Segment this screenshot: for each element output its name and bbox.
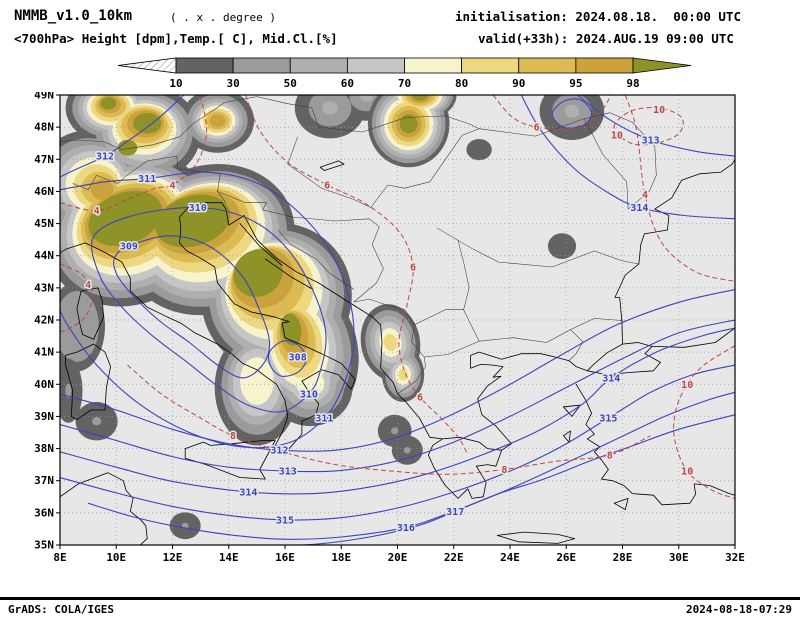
svg-text:10E: 10E	[106, 551, 126, 564]
svg-text:314: 314	[602, 373, 620, 384]
svg-text:50: 50	[284, 77, 297, 90]
svg-text:37N: 37N	[34, 474, 54, 487]
svg-text:10: 10	[681, 467, 693, 478]
svg-text:310: 310	[189, 203, 207, 214]
svg-text:6: 6	[410, 263, 416, 274]
svg-text:6: 6	[417, 393, 423, 404]
model-title: NMMB_v1.0_10km	[14, 8, 133, 24]
contour-labels: 312 311 311 310 310 309 308 312 313 314 314 315 315 3…	[84, 104, 695, 536]
svg-text:14E: 14E	[219, 551, 239, 564]
svg-text:43N: 43N	[34, 281, 54, 294]
svg-text:8: 8	[230, 431, 236, 442]
svg-text:24E: 24E	[500, 551, 520, 564]
svg-text:40N: 40N	[34, 378, 54, 391]
svg-text:30: 30	[227, 77, 240, 90]
svg-text:10: 10	[681, 380, 693, 391]
valid-time: valid(+33h): 2024.AUG.19 09:00 UTC	[478, 31, 734, 46]
grid-lines	[60, 95, 735, 545]
svg-text:310: 310	[300, 389, 318, 400]
footer-divider	[0, 597, 800, 600]
svg-text:315: 315	[276, 515, 294, 526]
weather-map: 312 311 311 310 310 309 308 312 313 314 314 315 315 3…	[34, 92, 745, 564]
svg-text:314: 314	[630, 203, 648, 214]
svg-text:10: 10	[611, 131, 623, 142]
svg-text:90: 90	[512, 77, 525, 90]
lon-axis-labels: 8E 10E 12E 14E 16E 18E 20E 22E 24E 26E 28E 30E 32E	[53, 545, 745, 564]
svg-text:8: 8	[501, 465, 507, 476]
svg-text:46N: 46N	[34, 185, 54, 198]
grid-resolution-note: ( . x . degree )	[170, 11, 276, 24]
svg-text:22E: 22E	[444, 551, 464, 564]
cloud-shading	[60, 95, 605, 540]
svg-text:45N: 45N	[34, 217, 54, 230]
svg-text:35N: 35N	[34, 539, 54, 552]
svg-text:38N: 38N	[34, 442, 54, 455]
svg-text:42N: 42N	[34, 314, 54, 327]
svg-text:18E: 18E	[331, 551, 351, 564]
svg-text:4: 4	[94, 206, 100, 217]
svg-text:315: 315	[599, 414, 617, 425]
svg-text:26E: 26E	[556, 551, 576, 564]
field-description: <700hPa> Height [dpm],Temp.[ C], Mid.Cl.…	[14, 31, 338, 46]
svg-text:95: 95	[569, 77, 582, 90]
creation-timestamp: 2024-08-18-07:29	[686, 603, 792, 616]
svg-text:10: 10	[653, 105, 665, 116]
svg-text:47N: 47N	[34, 153, 54, 166]
svg-text:314: 314	[239, 488, 257, 499]
svg-text:313: 313	[642, 136, 660, 147]
svg-text:8: 8	[607, 451, 613, 462]
svg-text:48N: 48N	[34, 121, 54, 134]
svg-text:312: 312	[96, 152, 114, 163]
country-borders	[60, 96, 657, 395]
svg-text:4: 4	[642, 190, 648, 201]
svg-text:36N: 36N	[34, 506, 54, 519]
svg-text:28E: 28E	[613, 551, 633, 564]
svg-text:4: 4	[85, 280, 91, 291]
svg-text:98: 98	[626, 77, 639, 90]
svg-text:6: 6	[324, 181, 330, 192]
svg-text:313: 313	[279, 467, 297, 478]
temp-contours	[60, 95, 735, 499]
svg-text:6: 6	[534, 123, 540, 134]
svg-text:317: 317	[446, 507, 464, 518]
svg-text:30E: 30E	[669, 551, 689, 564]
svg-text:4: 4	[169, 181, 175, 192]
svg-text:41N: 41N	[34, 346, 54, 359]
svg-text:16E: 16E	[275, 551, 295, 564]
svg-text:12E: 12E	[163, 551, 183, 564]
svg-text:60: 60	[341, 77, 354, 90]
svg-text:311: 311	[315, 414, 333, 425]
svg-text:49N: 49N	[34, 92, 54, 102]
svg-text:32E: 32E	[725, 551, 745, 564]
svg-text:312: 312	[270, 446, 288, 457]
cloud-cover-colorbar: 10 30 50 60 70 80 90 95 98	[117, 57, 692, 90]
height-contours	[60, 95, 735, 545]
colorbar-tick-labels: 10 30 50 60 70 80 90 95 98	[169, 77, 639, 90]
colorbar-segments	[117, 57, 692, 74]
initialisation-time: initialisation: 2024.08.18. 00:00 UTC	[455, 9, 741, 24]
grads-credit: GrADS: COLA/IGES	[8, 603, 114, 616]
svg-text:308: 308	[289, 353, 307, 364]
svg-text:80: 80	[455, 77, 468, 90]
svg-text:10: 10	[169, 77, 182, 90]
svg-text:44N: 44N	[34, 249, 54, 262]
svg-text:309: 309	[120, 242, 138, 253]
svg-text:8E: 8E	[53, 551, 66, 564]
svg-text:316: 316	[397, 523, 415, 534]
svg-text:20E: 20E	[388, 551, 408, 564]
svg-text:311: 311	[138, 174, 156, 185]
svg-text:39N: 39N	[34, 410, 54, 423]
lat-axis-labels: 49N 48N 47N 46N 45N 44N 43N 42N 41N 40N 39N 38N 37N 3…	[34, 92, 60, 552]
svg-text:70: 70	[398, 77, 411, 90]
